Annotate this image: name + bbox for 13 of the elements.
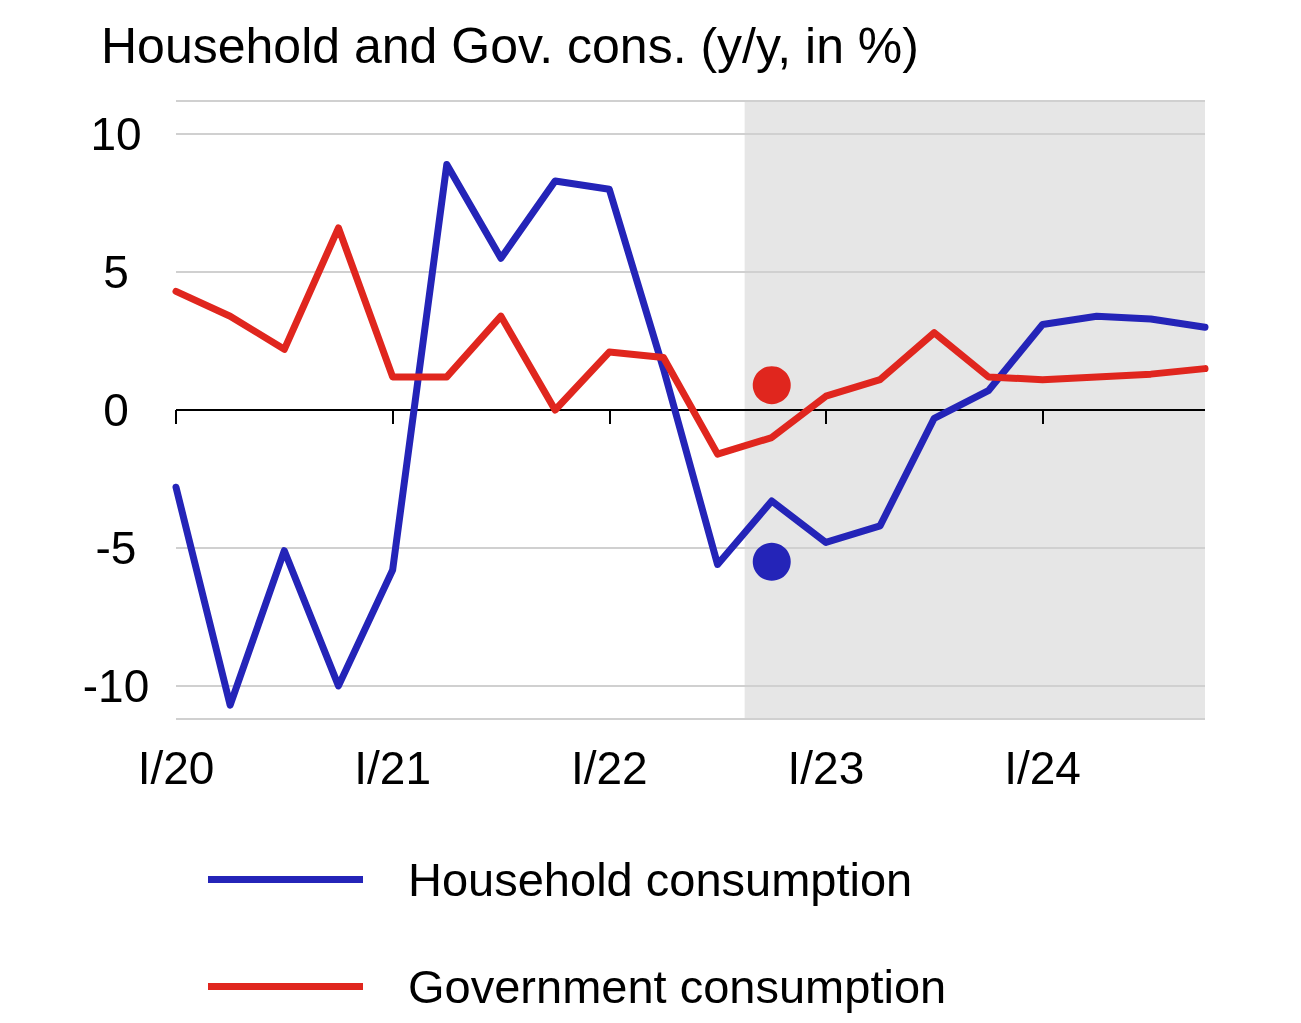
x-tick-label: I/23 [787, 742, 865, 794]
y-tick-label: -5 [95, 521, 137, 574]
y-tick-label: 0 [103, 384, 129, 436]
legend-label: Government consumption [408, 960, 947, 1013]
y-tick-label: 10 [90, 108, 142, 161]
y-tick-label: 5 [103, 246, 129, 299]
legend-label: Household consumption [408, 853, 913, 906]
x-tick-label: I/22 [570, 742, 648, 794]
chart-title: Household and Gov. cons. (y/y, in %) [101, 18, 919, 74]
x-tick-label: I/20 [137, 742, 215, 794]
y-tick-label: -10 [82, 659, 150, 712]
x-tick-label: I/24 [1004, 742, 1081, 794]
x-tick-label: I/21 [354, 742, 431, 794]
